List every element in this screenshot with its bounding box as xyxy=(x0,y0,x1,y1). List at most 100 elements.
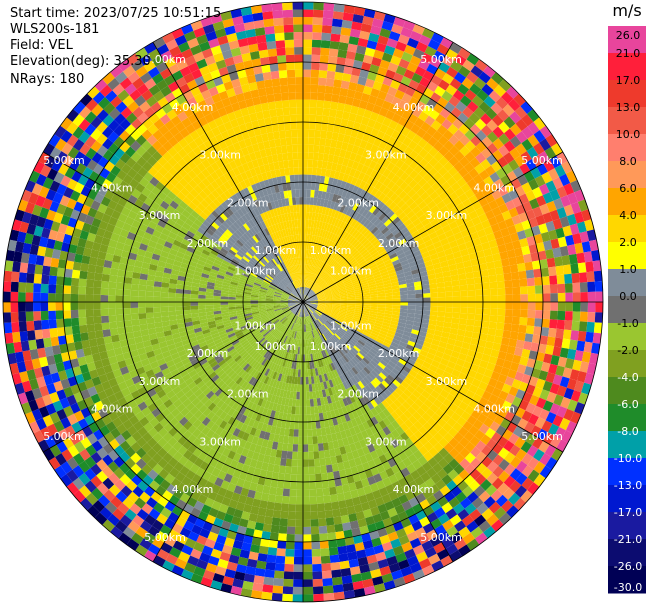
velocity-gate xyxy=(250,368,257,377)
velocity-gate xyxy=(324,292,332,296)
velocity-gate xyxy=(255,321,264,327)
velocity-gate xyxy=(333,275,341,282)
velocity-gate xyxy=(458,243,468,252)
velocity-gate xyxy=(343,529,353,539)
velocity-gate xyxy=(290,330,294,338)
velocity-gate xyxy=(491,160,502,172)
velocity-gate xyxy=(332,304,341,306)
velocity-gate xyxy=(501,210,512,221)
velocity-gate xyxy=(310,314,316,322)
velocity-gate xyxy=(454,406,465,417)
velocity-gate xyxy=(241,380,249,390)
velocity-gate xyxy=(404,166,414,176)
velocity-gate xyxy=(375,42,387,53)
velocity-gate xyxy=(346,287,354,292)
velocity-gate xyxy=(226,357,235,365)
velocity-gate xyxy=(97,390,108,401)
velocity-gate xyxy=(135,526,148,539)
velocity-gate xyxy=(407,406,417,416)
velocity-gate xyxy=(362,304,371,307)
velocity-gate xyxy=(232,468,242,479)
velocity-gate xyxy=(341,324,349,330)
velocity-gate xyxy=(294,549,303,557)
velocity-gate xyxy=(266,440,274,449)
velocity-gate xyxy=(439,375,449,385)
velocity-gate xyxy=(105,371,116,381)
velocity-gate xyxy=(230,362,239,370)
velocity-gate xyxy=(417,416,428,427)
velocity-gate xyxy=(326,395,332,404)
velocity-gate xyxy=(554,256,563,267)
velocity-gate xyxy=(152,519,164,531)
velocity-gate xyxy=(351,238,359,247)
velocity-gate xyxy=(498,458,510,471)
velocity-gate xyxy=(125,435,137,447)
velocity-gate xyxy=(263,454,271,464)
velocity-gate xyxy=(475,451,487,463)
velocity-gate xyxy=(275,555,286,564)
velocity-gate xyxy=(457,83,470,96)
velocity-gate xyxy=(323,176,330,185)
velocity-gate xyxy=(219,382,228,392)
velocity-gate xyxy=(589,239,599,252)
velocity-gate xyxy=(307,308,312,315)
velocity-gate xyxy=(311,47,321,56)
velocity-gate xyxy=(445,291,453,298)
velocity-gate xyxy=(303,144,309,153)
velocity-gate xyxy=(273,577,284,587)
velocity-gate xyxy=(185,402,196,412)
velocity-gate xyxy=(141,453,152,464)
velocity-gate xyxy=(325,297,333,300)
velocity-gate xyxy=(303,287,305,295)
velocity-gate xyxy=(148,480,160,492)
velocity-gate xyxy=(340,356,348,365)
velocity-gate xyxy=(497,156,509,168)
velocity-gate xyxy=(361,208,370,218)
velocity-gate xyxy=(392,338,401,345)
velocity-gate xyxy=(334,264,341,271)
velocity-gate xyxy=(300,309,302,317)
velocity-gate xyxy=(570,179,582,193)
velocity-gate xyxy=(515,118,528,132)
velocity-gate xyxy=(362,182,371,192)
velocity-gate xyxy=(330,336,337,344)
velocity-gate xyxy=(426,352,436,360)
velocity-gate xyxy=(329,425,336,435)
velocity-gate xyxy=(371,56,382,67)
velocity-gate xyxy=(477,180,488,191)
velocity-gate xyxy=(496,322,505,331)
velocity-gate xyxy=(303,159,308,168)
velocity-gate xyxy=(232,325,241,331)
velocity-gate xyxy=(538,440,550,454)
velocity-gate xyxy=(269,327,277,334)
velocity-gate xyxy=(481,353,491,363)
velocity-gate xyxy=(528,376,539,387)
velocity-gate xyxy=(323,495,332,504)
velocity-gate xyxy=(351,409,359,419)
velocity-gate xyxy=(278,465,286,474)
velocity-gate xyxy=(239,549,250,559)
velocity-gate xyxy=(108,377,119,388)
velocity-gate xyxy=(284,563,294,572)
velocity-gate xyxy=(485,107,498,120)
velocity-gate xyxy=(473,320,483,328)
velocity-gate xyxy=(406,463,417,474)
velocity-gate xyxy=(320,213,325,222)
velocity-gate xyxy=(492,454,504,466)
velocity-gate xyxy=(211,385,220,394)
velocity-gate xyxy=(391,368,401,376)
velocity-gate xyxy=(152,366,162,375)
velocity-gate xyxy=(344,242,352,251)
velocity-gate xyxy=(290,305,297,311)
velocity-gate xyxy=(308,315,312,324)
velocity-gate xyxy=(510,323,520,333)
velocity-gate xyxy=(279,389,285,398)
velocity-gate xyxy=(359,525,370,535)
velocity-gate xyxy=(162,560,175,572)
velocity-gate xyxy=(424,547,437,559)
velocity-gate xyxy=(357,556,369,567)
velocity-gate xyxy=(56,408,68,421)
velocity-gate xyxy=(282,318,288,325)
velocity-gate xyxy=(348,458,357,468)
velocity-gate xyxy=(324,255,330,264)
